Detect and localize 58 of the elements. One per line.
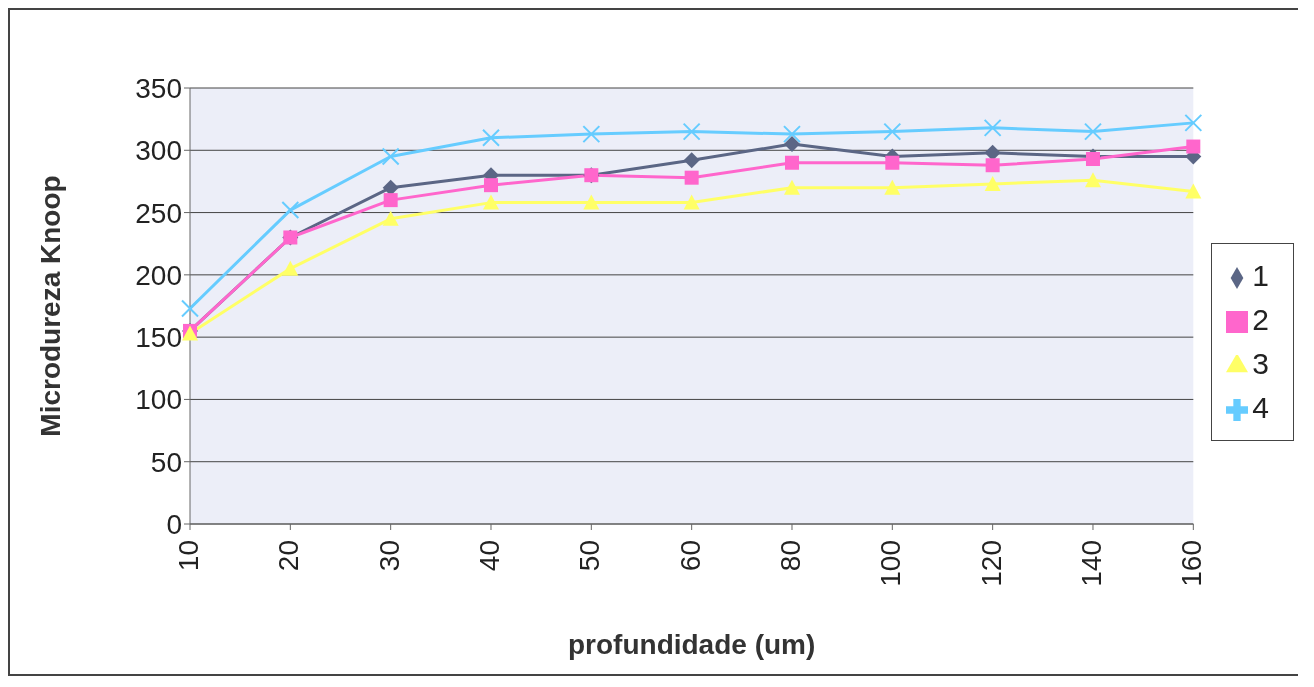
- point: [983, 118, 1002, 137]
- x-tick-label: 80: [774, 540, 806, 572]
- point: [683, 194, 700, 210]
- legend-label: 4: [1252, 391, 1269, 424]
- point: [382, 179, 399, 196]
- point: [582, 125, 601, 144]
- x-tick-label: 100: [875, 540, 907, 587]
- x-tick-label: 120: [975, 540, 1007, 587]
- point: [181, 299, 199, 318]
- point: [1185, 183, 1202, 199]
- point: [482, 194, 499, 210]
- x-tick-label: 50: [574, 540, 606, 572]
- legend-label: 3: [1252, 347, 1269, 380]
- point: [583, 194, 600, 210]
- y-tick-label: 100: [135, 384, 182, 416]
- point: [483, 178, 498, 193]
- x-axis-title: profundidade (um): [568, 629, 816, 660]
- point: [684, 170, 699, 185]
- point: [282, 260, 299, 276]
- point: [984, 175, 1001, 191]
- point: [1186, 139, 1201, 154]
- point: [783, 136, 800, 153]
- y-tick-label: 50: [150, 446, 182, 478]
- point: [281, 201, 300, 220]
- y-tick-label: 350: [135, 72, 182, 104]
- point: [683, 152, 700, 169]
- x-tick-label: 140: [1075, 540, 1107, 587]
- point: [985, 158, 1000, 173]
- point: [784, 155, 799, 170]
- x-tick-label: 10: [172, 540, 204, 572]
- y-tick-label: 150: [135, 322, 182, 354]
- y-tick-label: 200: [135, 259, 182, 291]
- point: [382, 210, 399, 226]
- point: [383, 193, 398, 208]
- x-tick-label: 60: [674, 540, 706, 572]
- point: [885, 155, 900, 170]
- point: [682, 122, 701, 141]
- point: [1085, 152, 1100, 167]
- y-tick-label: 300: [135, 135, 182, 167]
- x-tick-label: 40: [473, 540, 505, 572]
- point: [884, 179, 901, 195]
- legend-label: 2: [1252, 303, 1269, 336]
- point: [1083, 122, 1102, 141]
- point: [883, 122, 902, 141]
- point: [783, 179, 800, 195]
- legend-label: 1: [1252, 259, 1269, 292]
- point: [782, 125, 801, 144]
- point: [984, 144, 1001, 161]
- x-tick-label: 20: [273, 540, 305, 572]
- y-tick-label: 0: [166, 508, 182, 540]
- point: [1084, 172, 1101, 188]
- y-tick-label: 250: [135, 197, 182, 229]
- x-tick-label: 30: [373, 540, 405, 572]
- y-axis-title: Microdureza Knoop: [34, 175, 66, 437]
- point: [1184, 113, 1203, 132]
- point: [481, 128, 500, 147]
- x-tick-label: 160: [1176, 540, 1208, 587]
- point: [381, 147, 400, 166]
